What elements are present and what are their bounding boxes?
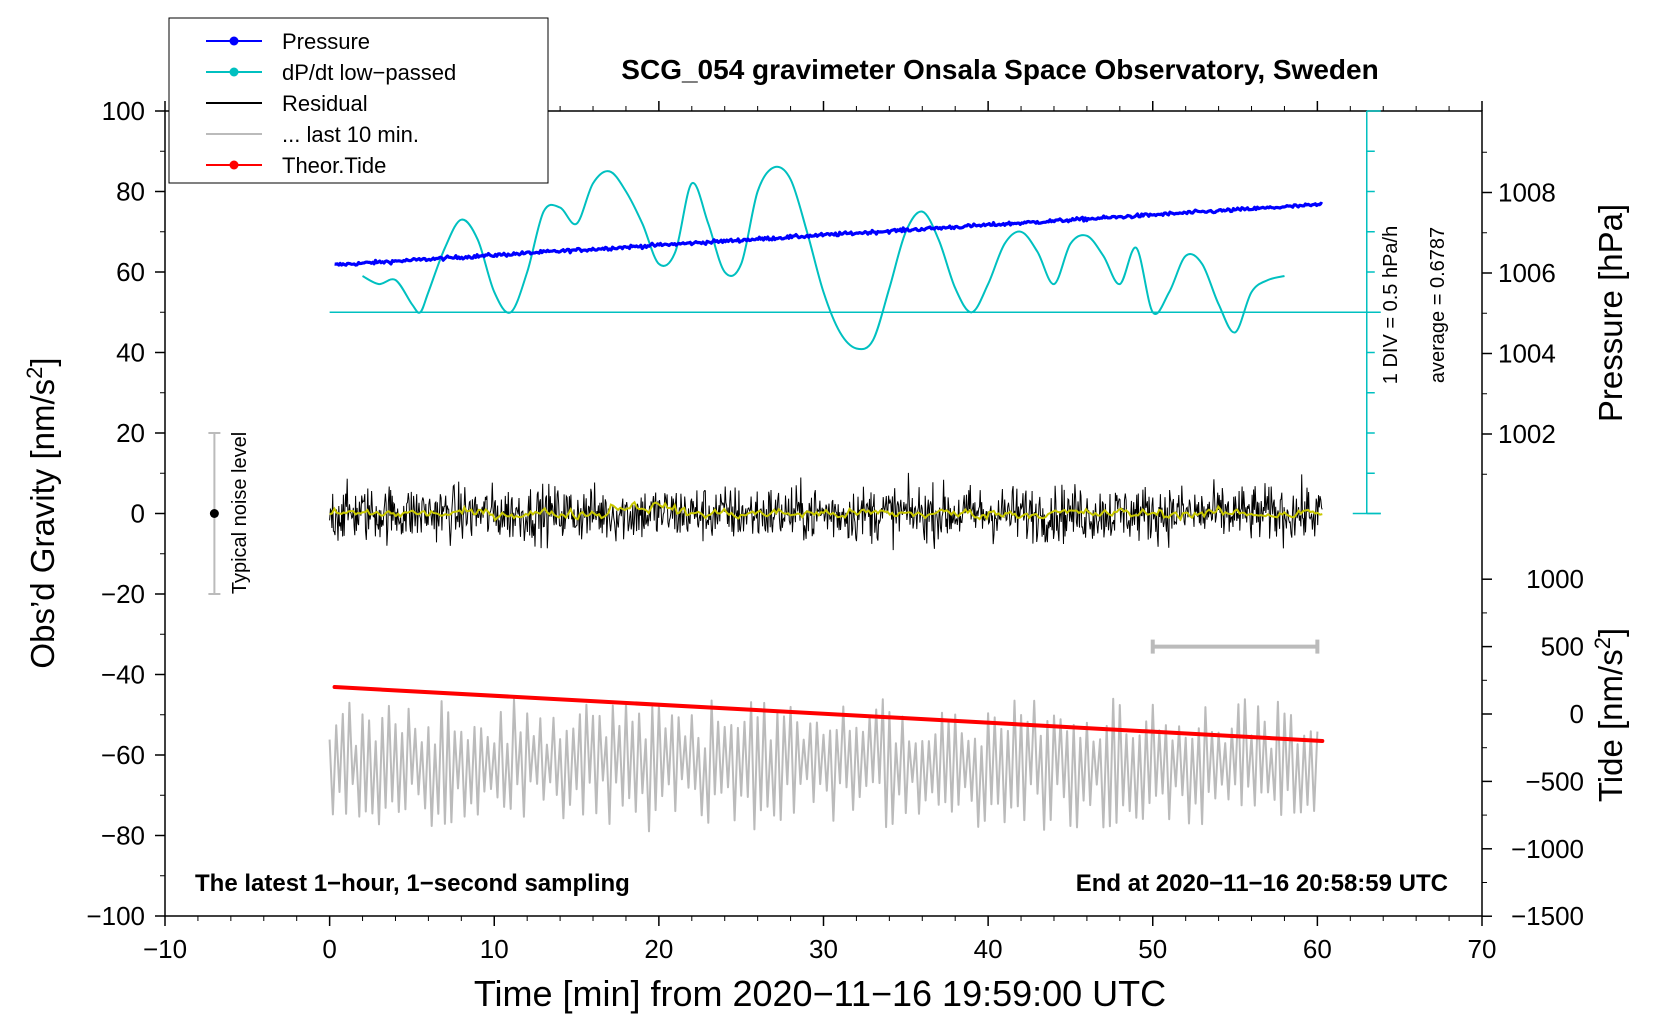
legend-label: dP/dt low−passed <box>282 60 456 85</box>
noise-level-label: Typical noise level <box>229 432 251 594</box>
legend-swatch-marker <box>229 36 239 46</box>
y-tick-label-gravity: 80 <box>116 177 145 207</box>
y-tick-label-gravity: −100 <box>86 901 145 931</box>
x-tick-label: 10 <box>480 934 509 964</box>
x-tick-label: 0 <box>322 934 336 964</box>
y-tick-label-tide: −500 <box>1525 766 1584 796</box>
last-10-min-line <box>328 697 1319 833</box>
ddt-div-label: 1 DIV = 0.5 hPa/h <box>1380 226 1402 384</box>
tide-line <box>332 685 1325 743</box>
legend-box <box>168 17 549 184</box>
ddt-lowpassed-line <box>362 165 1285 351</box>
legend-swatch-marker <box>229 160 239 170</box>
y-axis-label-gravity-end: ] <box>24 357 61 366</box>
x-axis-label: Time [min] from 2020−11−16 19:59:00 UTC <box>474 973 1166 1014</box>
y-tick-label-gravity: 60 <box>116 257 145 287</box>
y-axis-label-gravity-main: Obs’d Gravity [nm/s <box>24 379 61 669</box>
legend-label: Pressure <box>282 29 370 54</box>
legend: Pressure dP/dt low−passed Residual ... last… <box>168 17 549 184</box>
annotation-bottom-left: The latest 1−hour, 1−second sampling <box>195 870 630 897</box>
residual-smoothed-line <box>329 500 1323 522</box>
y-tick-label-gravity: −40 <box>101 660 145 690</box>
y-tick-label-gravity: 40 <box>116 338 145 368</box>
ddt-average-label: average = 0.6787 <box>1427 227 1449 383</box>
y-tick-label-pressure: 1006 <box>1498 258 1556 288</box>
y-tick-label-tide: 1000 <box>1526 564 1584 594</box>
y-axis-label-gravity-sup: 2 <box>22 367 47 379</box>
chart-title: SCG_054 gravimeter Onsala Space Observat… <box>621 54 1378 85</box>
x-tick-label: 20 <box>644 934 673 964</box>
legend-label: Theor.Tide <box>282 153 386 178</box>
plot-series <box>328 165 1379 833</box>
y-tick-label-gravity: −60 <box>101 740 145 770</box>
y-tick-label-gravity: 20 <box>116 418 145 448</box>
y-tick-label-gravity: −20 <box>101 579 145 609</box>
y-tick-label-tide: 500 <box>1541 632 1584 662</box>
annotation-bottom-right: End at 2020−11−16 20:58:59 UTC <box>1076 870 1448 897</box>
legend-items: Pressure dP/dt low−passed Residual ... last… <box>206 29 456 178</box>
y-tick-label-tide: −1500 <box>1511 901 1584 931</box>
x-tick-label: −10 <box>143 934 187 964</box>
y-tick-label-pressure: 1004 <box>1498 339 1556 369</box>
x-tick-label: 60 <box>1303 934 1332 964</box>
residual-line <box>329 472 1323 551</box>
y-tick-label-tide: 0 <box>1570 699 1584 729</box>
y-axis-label-gravity: Obs’d Gravity [nm/s2] <box>22 357 61 668</box>
y-tick-label-tide: −1000 <box>1511 834 1584 864</box>
plot-annotations <box>208 110 1381 654</box>
pressure-line <box>334 201 1324 267</box>
y-tick-label-pressure: 1008 <box>1498 178 1556 208</box>
legend-swatch-marker <box>229 67 239 77</box>
y-tick-label-gravity: 100 <box>102 96 145 126</box>
legend-label: Residual <box>282 91 368 116</box>
y-axis-label-tide-end: ] <box>1592 628 1629 637</box>
y-axis-label-tide-main: Tide [nm/s <box>1592 649 1629 802</box>
y-tick-label-gravity: 0 <box>131 499 145 529</box>
plot-ticks: −10 0 10 20 30 40 50 60 70−100−80−60−40−20020406… <box>86 96 1584 964</box>
x-tick-label: 50 <box>1138 934 1167 964</box>
y-axis-label-pressure: Pressure [hPa] <box>1592 204 1629 422</box>
y-tick-label-pressure: 1002 <box>1498 419 1556 449</box>
y-axis-label-tide: Tide [nm/s2] <box>1590 628 1629 802</box>
noise-bar-center-dot <box>209 509 219 518</box>
y-tick-label-gravity: −80 <box>101 821 145 851</box>
y-axis-label-tide-sup: 2 <box>1590 637 1615 649</box>
x-tick-label: 40 <box>974 934 1003 964</box>
legend-label: ... last 10 min. <box>282 122 419 147</box>
x-tick-label: 30 <box>809 934 838 964</box>
x-tick-label: 70 <box>1468 934 1497 964</box>
